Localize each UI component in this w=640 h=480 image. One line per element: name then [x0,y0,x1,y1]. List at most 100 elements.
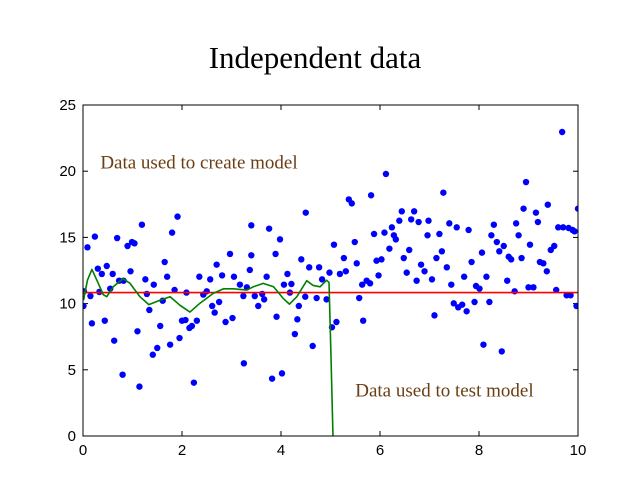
data-point [309,342,316,350]
data-point [463,308,470,315]
data-point [433,254,440,262]
data-point [273,313,280,320]
data-point [386,245,393,252]
data-point [458,301,466,308]
data-point [353,260,360,267]
data-point [342,268,350,275]
data-point [392,236,400,243]
data-point [453,224,460,231]
data-point [515,232,522,239]
data-point [171,286,178,294]
data-point [298,256,305,263]
data-point [143,290,151,298]
data-point [543,268,551,275]
annotation-train: Data used to create model [100,153,297,174]
data-point [142,276,149,283]
data-point [480,341,487,348]
y-tick-label: 0 [68,428,76,445]
x-tick-label: 0 [79,442,87,459]
data-point [315,264,323,271]
data-point [149,351,156,358]
data-point [236,281,244,288]
data-point [84,244,91,251]
data-point [555,224,562,231]
data-point [295,302,303,310]
data-point [351,238,358,246]
data-point [448,281,455,288]
data-point [138,221,146,228]
data-point [229,314,236,322]
data-point [407,216,415,223]
data-point [136,383,143,390]
plot-area [83,128,578,436]
data-point [110,337,118,344]
data-point [571,228,578,235]
data-point [226,250,234,258]
data-point [476,285,483,292]
data-point [211,309,218,316]
data-point [255,302,262,310]
y-tick-label: 25 [59,97,76,114]
data-point [460,273,468,280]
data-point [109,270,116,278]
data-point [425,217,432,224]
data-point [488,232,495,239]
data-point [471,298,478,306]
data-point [440,189,447,196]
data-point [215,298,223,306]
data-point [486,298,493,306]
data-point [415,218,422,226]
data-point [127,268,134,275]
data-point [465,226,472,234]
data-point [146,306,153,314]
data-point [248,252,255,259]
data-point [207,276,214,283]
data-point [478,249,486,256]
data-point [193,317,201,324]
data-point [157,322,164,330]
data-point [113,234,121,242]
data-point [553,286,560,294]
data-point [421,268,428,275]
data-point [190,379,198,386]
data-point [251,292,258,300]
data-point [375,272,382,279]
data-point [526,241,534,248]
data-point [438,248,446,255]
data-point [356,294,363,302]
data-point [166,341,174,348]
data-point [333,318,340,326]
data-point [358,281,366,288]
data-point [520,205,527,212]
x-tick-label: 2 [178,442,186,459]
data-point [373,257,380,264]
data-point [278,370,286,377]
data-point [518,254,525,262]
data-point [218,272,226,279]
data-point [468,258,475,266]
x-tick-label: 6 [376,442,384,459]
data-point [511,288,518,295]
data-point [188,322,196,330]
data-point [265,225,273,232]
data-point [134,328,141,335]
data-point [119,371,126,378]
data-point [493,238,501,246]
data-point [263,273,270,280]
data-point [530,284,537,291]
data-point [91,233,99,240]
data-point [544,201,552,208]
data-point [88,320,96,327]
data-point [443,264,451,271]
data-point [424,232,431,239]
x-tick-label: 8 [475,442,483,459]
data-point [272,250,279,258]
data-point [87,292,94,300]
data-point [280,281,288,288]
chart-title: Independent data [209,40,422,75]
data-point [246,266,254,274]
data-point [558,128,566,136]
data-point [291,330,299,338]
